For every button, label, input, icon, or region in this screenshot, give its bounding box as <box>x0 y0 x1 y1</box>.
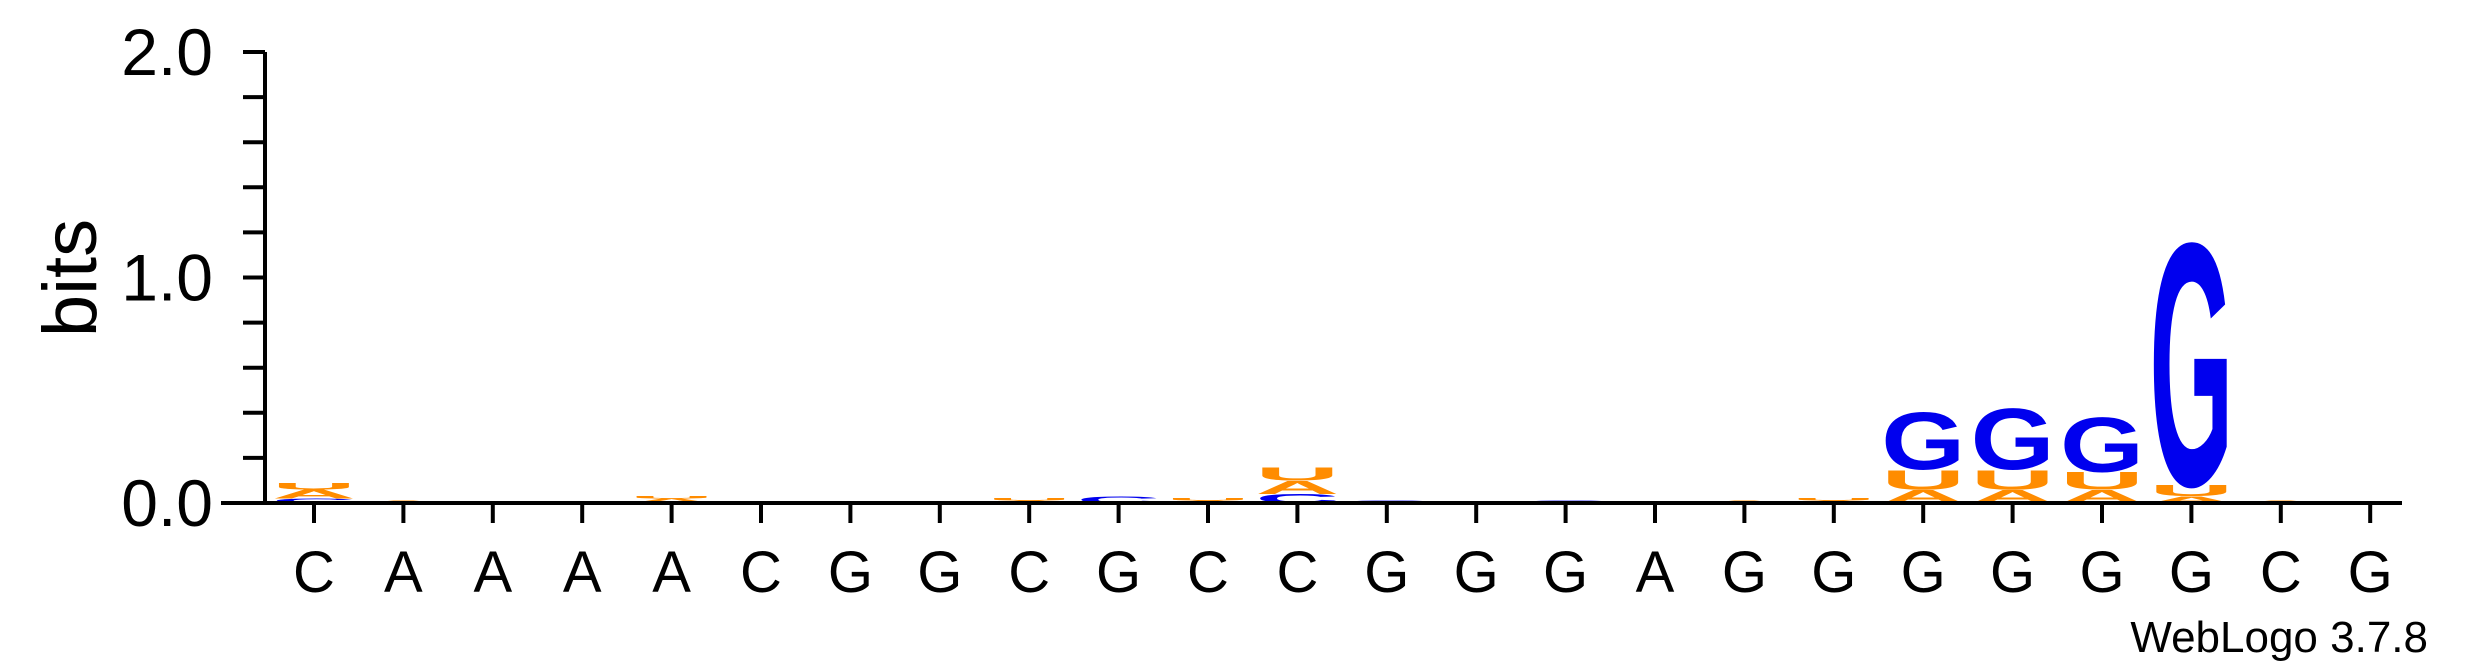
logo-letter-u: U <box>2060 467 2144 495</box>
y-tick-label: 1.0 <box>121 241 213 315</box>
x-tick-label: G <box>1901 540 1946 605</box>
x-tick-label: G <box>2079 540 2124 605</box>
logo-letter-a: A <box>1255 477 1339 498</box>
logo-letter-g: G <box>1971 390 2055 488</box>
logo-letter-u: U <box>272 481 356 491</box>
x-tick-label: A <box>473 540 512 605</box>
x-tick-label: A <box>384 540 423 605</box>
logo-letter-u: U <box>1255 464 1339 485</box>
logo-letter-g: G <box>1881 396 1965 487</box>
x-tick-label: G <box>2169 540 2214 605</box>
y-tick-label: 2.0 <box>121 15 213 89</box>
x-tick-label: A <box>563 540 602 605</box>
logo-letter-a: A <box>272 487 356 501</box>
logo-letter-u: U <box>2149 482 2233 500</box>
logo-letter-c: C <box>1077 495 1161 505</box>
logo-letter-a: A <box>630 497 714 504</box>
x-tick-label: C <box>1008 540 1050 605</box>
x-tick-label: C <box>293 540 335 605</box>
y-tick-label: 0.0 <box>121 466 213 540</box>
x-tick-label: C <box>740 540 782 605</box>
x-tick-label: G <box>2348 540 2393 605</box>
x-tick-label: G <box>1990 540 2035 605</box>
logo-letter-u: U <box>1881 464 1965 496</box>
x-tick-label: G <box>1543 540 1588 605</box>
x-tick-label: G <box>1096 540 1141 605</box>
logo-letter-a: A <box>2149 495 2233 505</box>
logo-letter-u: U <box>630 496 714 499</box>
x-tick-label: C <box>1276 540 1318 605</box>
logo-letter-g: G <box>2060 401 2144 488</box>
x-tick-label: G <box>1364 540 1409 605</box>
x-tick-label: C <box>1187 540 1229 605</box>
logo-letter-g: G <box>2149 170 2233 559</box>
logo-letter-u: U <box>1166 498 1250 501</box>
y-axis-label: bits <box>28 219 113 337</box>
x-tick-label: A <box>652 540 691 605</box>
x-tick-label: A <box>1636 540 1675 605</box>
y-ticks: 0.0 1.0 2.0 <box>121 15 265 540</box>
x-tick-label: G <box>1811 540 1856 605</box>
logo-letter-u: U <box>1971 464 2055 496</box>
logo-letter-c: C <box>272 497 356 504</box>
x-tick-label: G <box>828 540 873 605</box>
x-tick-label: G <box>917 540 962 605</box>
weblogo-credit: WebLogo 3.7.8 <box>2130 613 2428 662</box>
x-tick-label: C <box>2260 540 2302 605</box>
logo-letter-u: U <box>1792 498 1876 501</box>
x-tick-label: G <box>1722 540 1767 605</box>
x-tick-label: G <box>1454 540 1499 605</box>
logo-letter-u: U <box>987 498 1071 501</box>
